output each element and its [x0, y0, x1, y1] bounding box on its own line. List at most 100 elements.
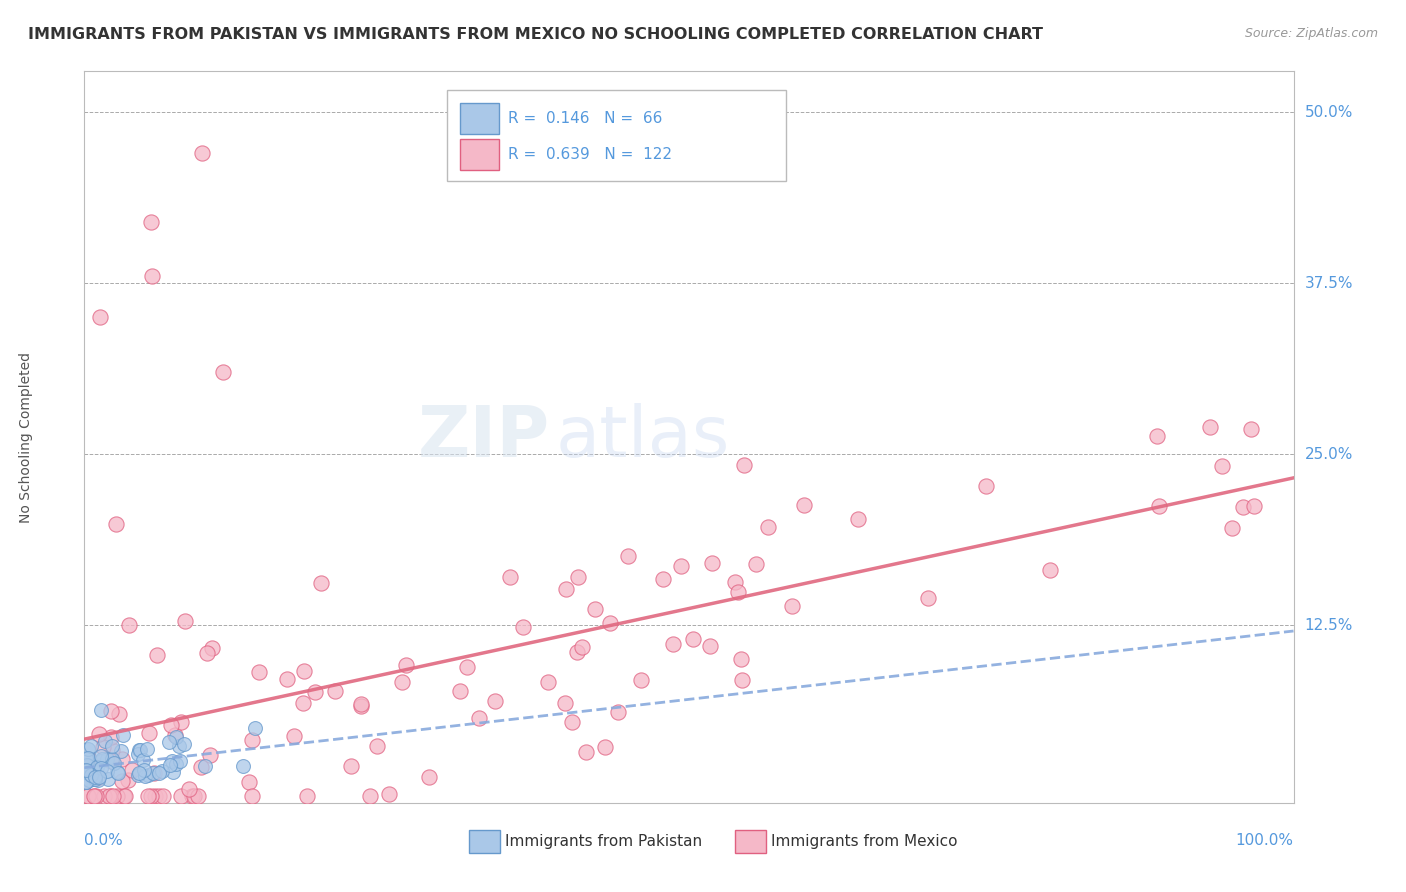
- Point: [141, 269, 163, 284]
- Point: [724, 574, 747, 589]
- Point: [304, 684, 326, 698]
- Point: [132, 753, 155, 767]
- Point: [75, 774, 97, 789]
- FancyBboxPatch shape: [468, 830, 501, 854]
- Point: [561, 714, 583, 729]
- Text: 37.5%: 37.5%: [1305, 276, 1353, 291]
- Point: [91, 740, 114, 755]
- Point: [136, 768, 159, 782]
- Point: [83, 789, 105, 803]
- Point: [77, 789, 100, 803]
- Point: [90, 754, 112, 768]
- Point: [170, 714, 193, 729]
- Point: [247, 665, 270, 680]
- Point: [395, 657, 418, 672]
- Point: [148, 766, 170, 780]
- Point: [484, 694, 506, 708]
- Point: [1240, 422, 1263, 436]
- Point: [780, 599, 803, 614]
- Point: [103, 789, 125, 803]
- Point: [150, 764, 173, 779]
- Point: [100, 704, 122, 718]
- Point: [100, 754, 122, 768]
- Point: [758, 520, 780, 534]
- Point: [87, 772, 110, 787]
- Point: [75, 764, 97, 778]
- Point: [76, 750, 98, 764]
- Point: [731, 673, 754, 687]
- Point: [86, 760, 108, 774]
- Point: [212, 365, 235, 379]
- Point: [103, 756, 125, 770]
- Point: [232, 759, 254, 773]
- Point: [117, 772, 139, 787]
- Point: [167, 739, 190, 754]
- Point: [134, 763, 156, 777]
- Point: [1199, 419, 1222, 434]
- Point: [84, 789, 107, 803]
- Point: [75, 773, 97, 788]
- Point: [200, 747, 222, 762]
- Point: [173, 738, 195, 752]
- Point: [583, 601, 606, 615]
- Point: [87, 726, 110, 740]
- Point: [309, 576, 332, 591]
- Point: [350, 697, 373, 711]
- Point: [101, 742, 124, 756]
- Point: [671, 558, 693, 573]
- Point: [77, 759, 100, 773]
- Point: [177, 782, 200, 797]
- Point: [165, 757, 187, 772]
- Text: 0.0%: 0.0%: [84, 833, 124, 848]
- Text: Immigrants from Pakistan: Immigrants from Pakistan: [505, 834, 702, 849]
- Text: atlas: atlas: [555, 402, 730, 472]
- Point: [599, 615, 621, 630]
- Point: [733, 458, 755, 472]
- Point: [127, 768, 149, 782]
- Point: [190, 760, 212, 774]
- Point: [917, 591, 939, 605]
- Point: [1147, 499, 1170, 513]
- Point: [104, 516, 127, 531]
- Point: [571, 640, 593, 655]
- Text: No Schooling Completed: No Schooling Completed: [20, 351, 32, 523]
- Point: [82, 772, 104, 786]
- Point: [276, 673, 298, 687]
- Point: [160, 754, 183, 768]
- Point: [1243, 499, 1265, 513]
- Point: [80, 768, 103, 782]
- Point: [79, 739, 101, 753]
- Text: Source: ZipAtlas.com: Source: ZipAtlas.com: [1244, 27, 1378, 40]
- Point: [79, 752, 101, 766]
- Text: 50.0%: 50.0%: [1305, 105, 1353, 120]
- Point: [111, 752, 134, 766]
- Point: [1039, 563, 1062, 577]
- Text: Immigrants from Mexico: Immigrants from Mexico: [770, 834, 957, 849]
- Point: [108, 707, 131, 722]
- Point: [89, 310, 111, 325]
- Point: [662, 637, 685, 651]
- Point: [169, 754, 191, 768]
- Point: [1220, 521, 1243, 535]
- FancyBboxPatch shape: [460, 139, 499, 170]
- Point: [418, 770, 440, 784]
- Point: [110, 744, 132, 758]
- Point: [391, 674, 413, 689]
- Point: [80, 768, 103, 782]
- Text: R =  0.639   N =  122: R = 0.639 N = 122: [508, 147, 672, 162]
- FancyBboxPatch shape: [735, 830, 766, 854]
- Point: [83, 770, 105, 784]
- Point: [79, 768, 101, 782]
- Point: [107, 766, 129, 780]
- Point: [245, 721, 267, 735]
- Text: 25.0%: 25.0%: [1305, 447, 1353, 462]
- Point: [378, 788, 401, 802]
- FancyBboxPatch shape: [447, 90, 786, 181]
- Point: [170, 789, 193, 803]
- Point: [142, 766, 165, 780]
- Point: [128, 765, 150, 780]
- Point: [152, 789, 174, 803]
- Point: [128, 743, 150, 757]
- Point: [129, 742, 152, 756]
- Point: [83, 768, 105, 782]
